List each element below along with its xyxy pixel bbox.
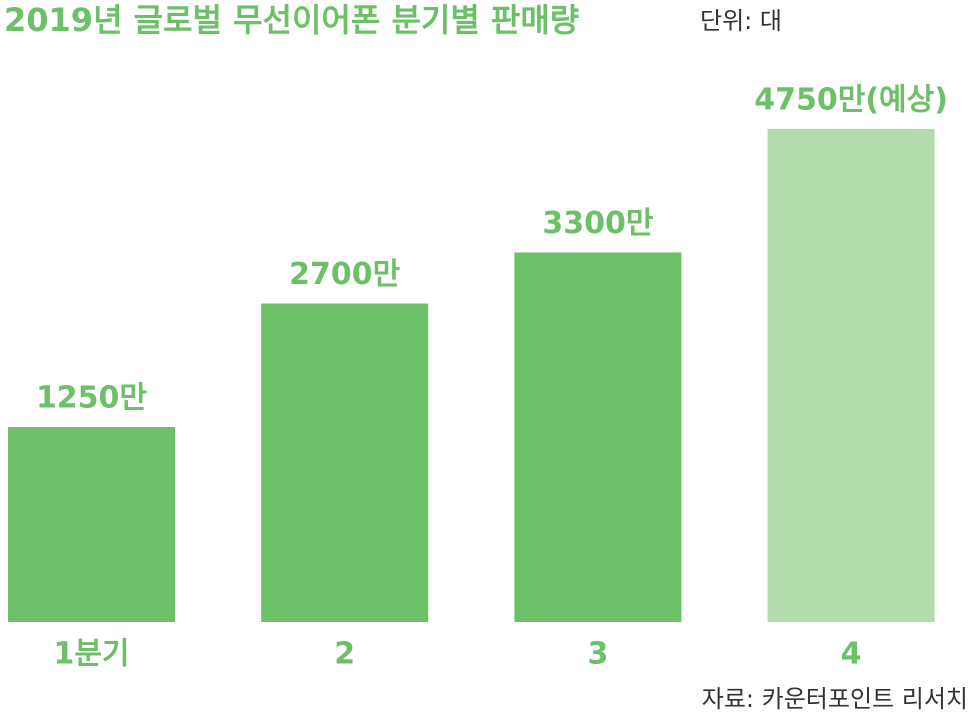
value-label: 4750만(예상): [754, 82, 948, 117]
bar: [8, 427, 175, 622]
source: 자료: 카운터포인트 리서치: [702, 685, 968, 713]
bar: [261, 303, 429, 622]
bar: [514, 252, 682, 622]
x-tick-label: 4: [841, 637, 862, 672]
x-tick-label: 2: [334, 637, 355, 672]
bar: [767, 128, 935, 623]
unit-label: 단위: 대: [700, 7, 782, 35]
value-label: 1250만: [36, 381, 147, 416]
x-tick-label: 1분기: [53, 637, 129, 672]
chart-title: 2019년 글로벌 무선이어폰 분기별 판매량: [4, 1, 579, 39]
value-label: 3300만: [542, 206, 653, 241]
x-tick-label: 3: [587, 637, 608, 672]
value-label: 2700만: [289, 257, 400, 292]
